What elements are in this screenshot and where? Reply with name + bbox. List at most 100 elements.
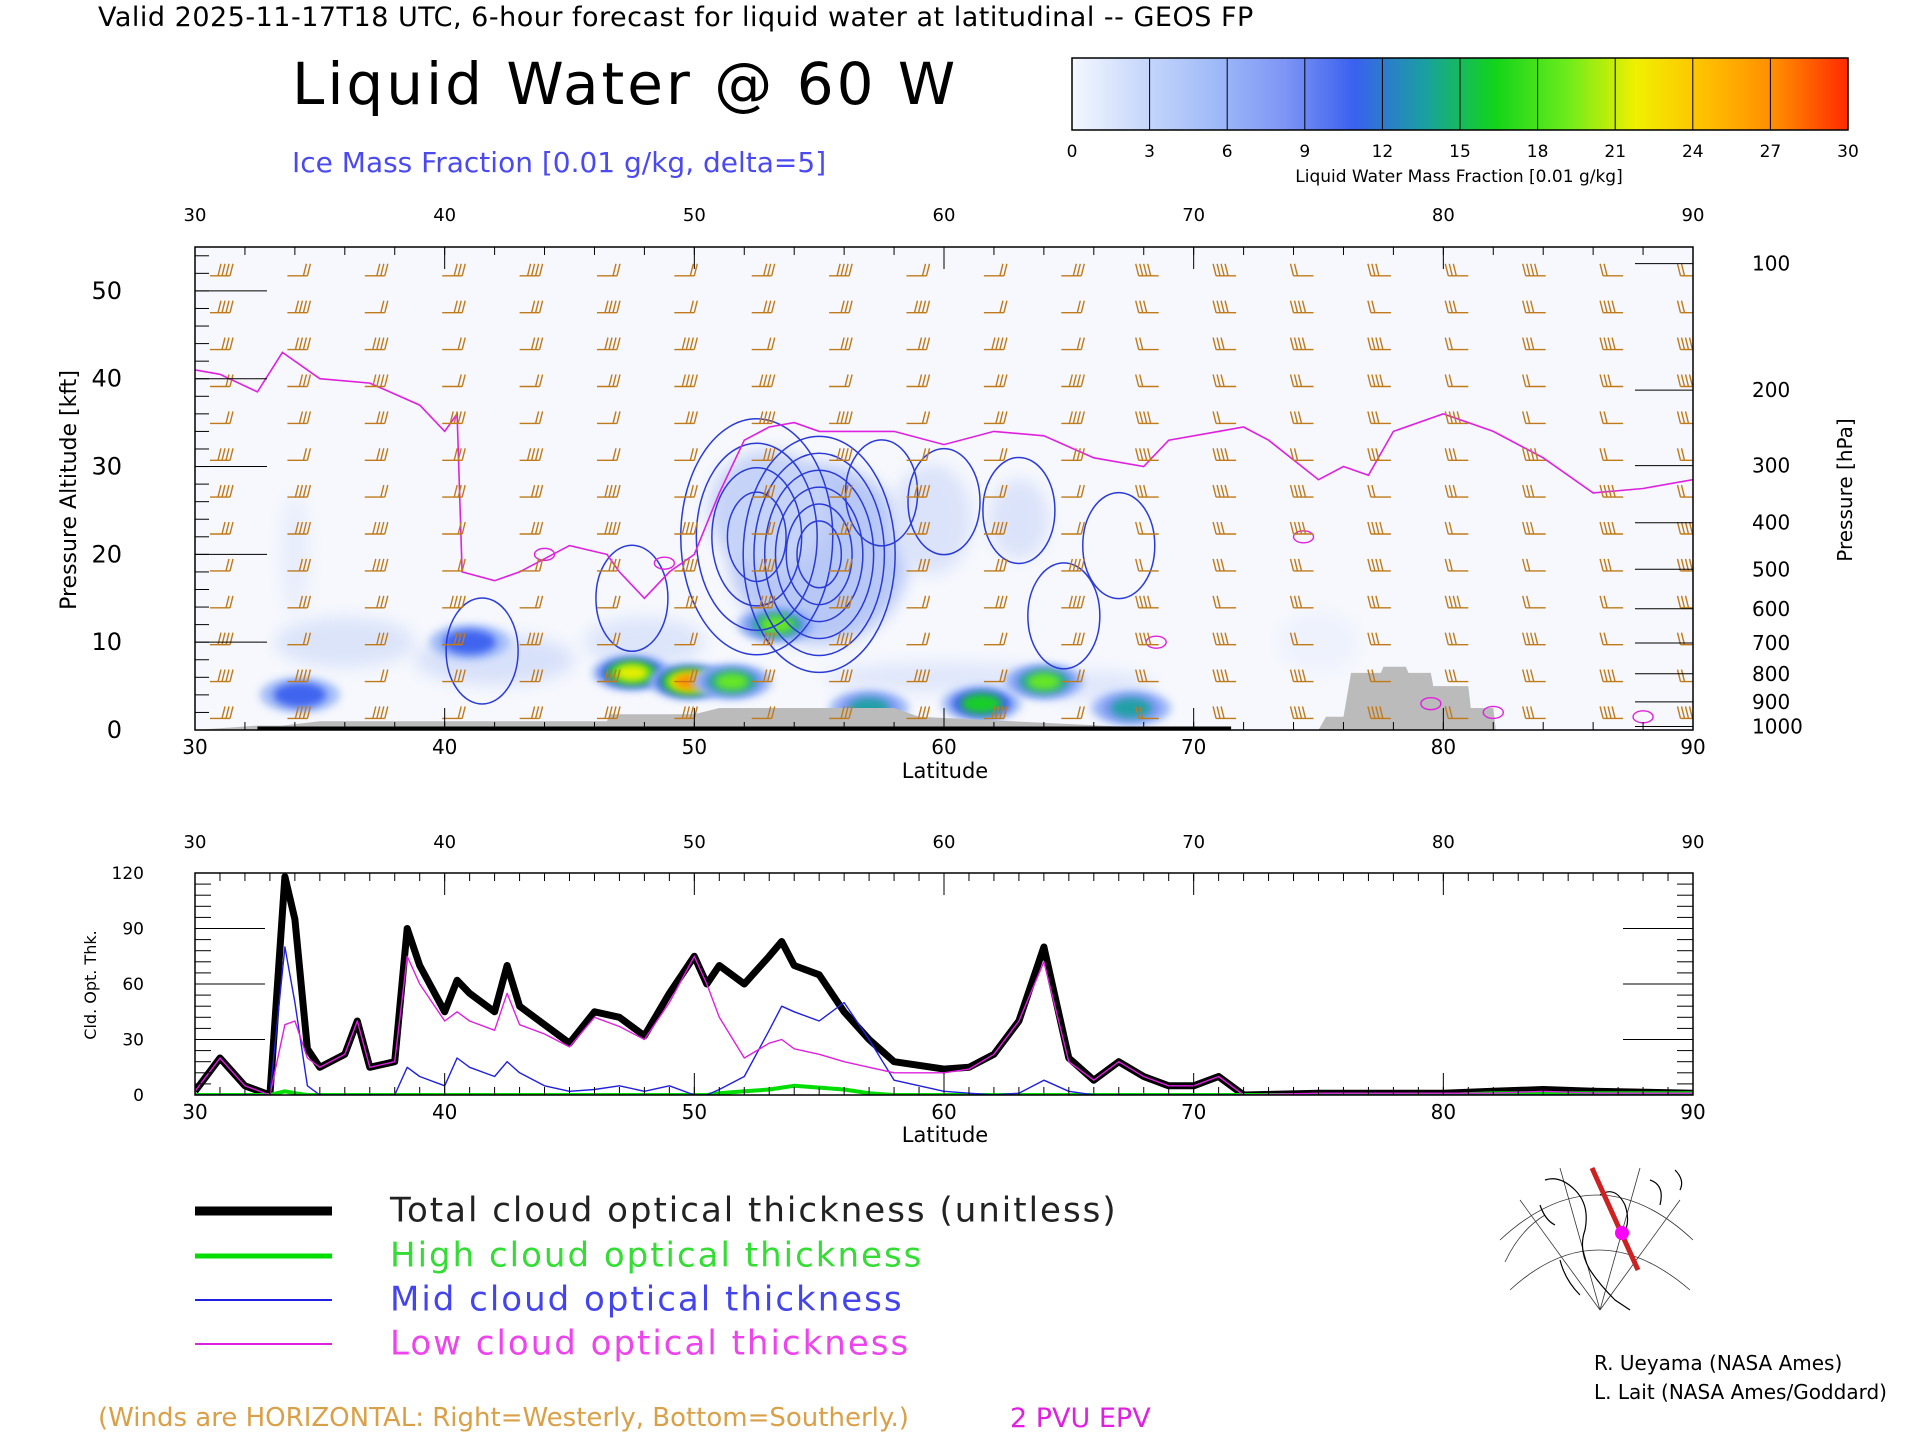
wind-barb <box>829 448 853 461</box>
wind-barb <box>1061 595 1085 609</box>
barb-feather <box>221 484 226 498</box>
barb-feather <box>1003 558 1008 572</box>
barb-feather <box>229 706 234 719</box>
barb-feather <box>844 632 849 645</box>
barb-feather <box>921 484 927 498</box>
wind-barb <box>1599 558 1624 572</box>
barb-feather <box>608 300 613 313</box>
barb-feather <box>1448 300 1453 313</box>
barb-feather <box>616 669 621 682</box>
barb-feather <box>1599 595 1604 608</box>
colorbar-tick-label: 18 <box>1527 142 1549 162</box>
barb-feather <box>844 411 849 424</box>
barb-feather <box>221 263 226 276</box>
wind-barb <box>1599 448 1624 461</box>
barb-feather <box>384 595 389 608</box>
liquid-water-blob <box>960 693 1003 714</box>
barb-feather <box>925 669 931 682</box>
barb-feather <box>999 337 1004 350</box>
barb-feather <box>1367 448 1372 461</box>
barb-feather <box>1599 558 1604 572</box>
wind-barb <box>519 411 544 425</box>
barb-feather <box>1139 521 1144 535</box>
barb-feather <box>217 300 222 313</box>
barb-feather <box>376 632 381 645</box>
top-xlabel: Latitude <box>902 759 988 783</box>
barb-feather <box>376 263 381 276</box>
barb-feather <box>1444 448 1449 461</box>
barb-feather <box>763 374 768 387</box>
wind-barb <box>1599 521 1624 535</box>
barb-feather <box>530 706 536 719</box>
bottom-x-tick-label: 30 <box>182 1100 207 1124</box>
barb-feather <box>298 337 304 350</box>
barb-feather <box>461 300 466 313</box>
barb-feather <box>693 558 698 572</box>
barb-feather <box>453 632 458 645</box>
wind-barb <box>1522 300 1546 314</box>
wind-barb <box>1444 484 1469 498</box>
barb-feather <box>457 558 462 572</box>
barb-feather <box>372 337 377 350</box>
barb-feather <box>538 484 544 498</box>
barb-feather <box>1452 669 1457 682</box>
barb-feather <box>1452 595 1457 608</box>
wind-barb <box>1367 669 1391 683</box>
barb-feather <box>1684 337 1690 350</box>
barb-feather <box>534 300 540 313</box>
wind-barb <box>1212 448 1237 461</box>
wind-barb <box>287 521 312 535</box>
wind-barb <box>287 448 312 461</box>
wind-barb <box>287 337 312 351</box>
colorbar-tick-label: 21 <box>1604 142 1626 162</box>
barb-feather <box>1212 706 1217 719</box>
barb-feather <box>840 263 845 276</box>
barb-feather <box>1375 595 1380 608</box>
barb-feather <box>1688 374 1693 387</box>
wind-barb <box>1522 595 1546 609</box>
barb-feather <box>221 448 226 461</box>
barb-feather <box>1599 521 1604 535</box>
barb-feather <box>380 669 385 682</box>
barb-feather <box>1224 263 1229 276</box>
barb-feather <box>1297 337 1303 350</box>
barb-feather <box>229 558 234 572</box>
barb-feather <box>534 263 540 276</box>
barb-feather <box>380 595 385 608</box>
wind-barb <box>1212 595 1237 609</box>
colorbar-tick-label: 3 <box>1144 142 1155 162</box>
wind-barb <box>1061 484 1085 498</box>
barb-feather <box>925 263 931 276</box>
barb-feather <box>1139 300 1144 313</box>
barb-feather <box>616 300 621 313</box>
barb-feather <box>461 521 466 535</box>
barb-feather <box>999 595 1004 608</box>
wind-barb <box>906 706 931 720</box>
wind-barb <box>1289 300 1314 314</box>
barb-feather <box>538 374 544 387</box>
barb-feather <box>1076 337 1081 350</box>
barb-feather <box>1530 706 1535 719</box>
wind-barb <box>597 300 621 314</box>
wind-barb <box>829 521 853 535</box>
wind-barb <box>519 669 544 683</box>
barb-feather <box>1684 374 1690 387</box>
wind-barb <box>751 558 776 572</box>
barb-feather <box>1068 374 1073 387</box>
barb-feather <box>925 484 931 498</box>
barb-feather <box>921 632 927 645</box>
barb-feather <box>767 337 772 350</box>
barb-feather <box>925 300 931 313</box>
barb-feather <box>1375 558 1380 572</box>
barb-feather <box>836 411 841 424</box>
wind-barb <box>1212 669 1237 683</box>
top-x-tick-label: 70 <box>1181 735 1206 759</box>
ice-contour <box>680 418 834 656</box>
top-x-tick-label: 40 <box>432 735 457 759</box>
barb-feather <box>771 595 776 608</box>
ice-haze-patch <box>584 617 705 668</box>
barb-feather <box>612 706 617 719</box>
barb-feather <box>1301 521 1307 535</box>
barb-feather <box>1135 706 1140 719</box>
wind-barb <box>1061 521 1085 535</box>
